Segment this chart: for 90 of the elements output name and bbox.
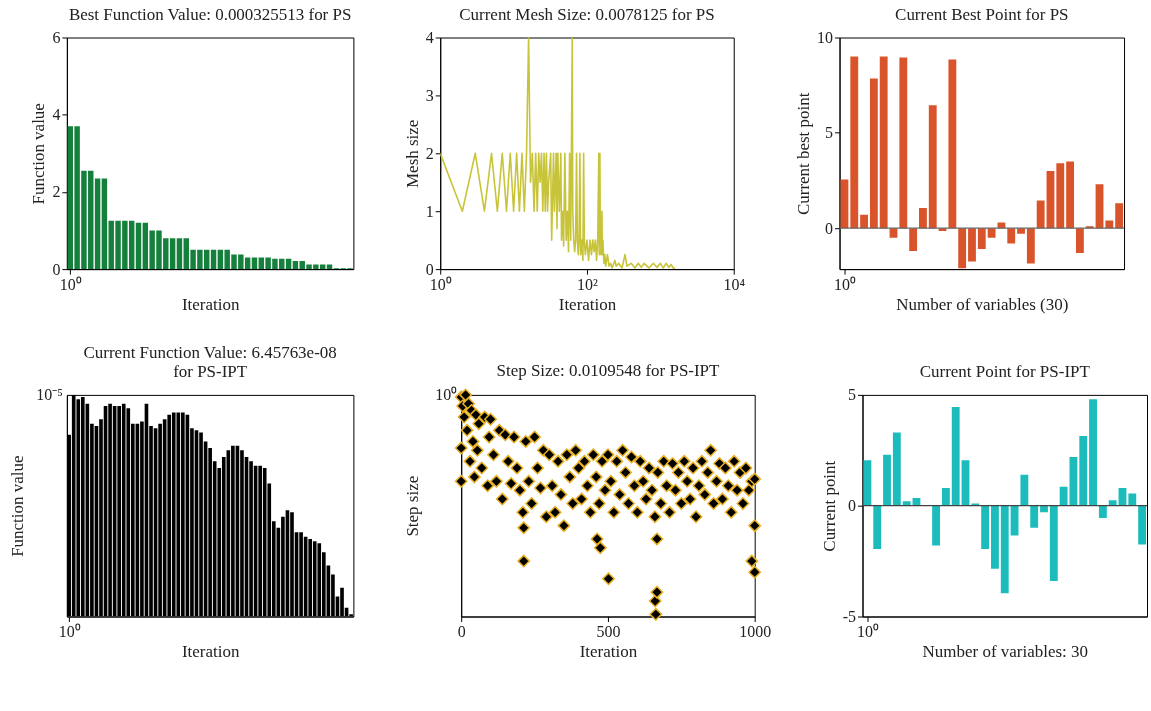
bar <box>1075 228 1084 253</box>
y-tick-label: 0 <box>52 260 61 278</box>
bar <box>860 214 868 229</box>
bar <box>135 222 142 270</box>
bar <box>210 249 217 270</box>
y-tick-label: 4 <box>52 106 61 124</box>
bar <box>928 105 937 229</box>
x-axis-title: Iteration <box>558 294 617 314</box>
chart-title: Best Function Value: 0.000325513 for PS <box>68 4 352 24</box>
chart-title: Current Function Value: 6.45763e-08 for PS-IPT <box>83 342 337 381</box>
bar <box>1007 228 1016 244</box>
x-tick-label: 1000 <box>739 622 772 640</box>
bar <box>1030 505 1039 528</box>
bar <box>981 505 990 549</box>
bar <box>1000 505 1009 594</box>
bar <box>1066 161 1075 229</box>
text: 10⁰ <box>435 385 458 403</box>
bar <box>176 238 183 270</box>
y-tick-label: 6 <box>52 29 61 46</box>
y-axis-title: Current point <box>819 460 839 552</box>
chart-title: Step Size: 0.0109548 for PS-IPT <box>496 361 721 381</box>
x-tick-label: 500 <box>596 622 621 640</box>
bar <box>977 228 986 250</box>
x-tick-label: 10⁰ <box>856 622 879 640</box>
x-axis-title: Iteration <box>181 294 240 314</box>
x-tick-label: 10² <box>577 275 599 293</box>
y-tick-label: 3 <box>425 86 434 104</box>
x-axis-title: Number of variables: 30 <box>922 641 1088 661</box>
y-axis-title: Function value <box>8 455 28 557</box>
y-axis-title: Current best point <box>794 92 814 216</box>
bar <box>1056 163 1065 229</box>
y-tick-label: 0 <box>825 219 834 237</box>
bar <box>326 264 333 270</box>
bar <box>987 228 996 238</box>
x-tick-label: 10⁴ <box>723 275 746 293</box>
y-axis-title: Mesh size <box>402 119 422 188</box>
bar <box>1128 493 1137 506</box>
bar <box>948 59 957 229</box>
bar <box>883 454 891 506</box>
bar <box>1098 505 1107 518</box>
y-tick-label: 10 <box>817 29 834 46</box>
x-axis-title: Iteration <box>579 641 638 661</box>
bar <box>941 487 950 506</box>
x-axis-title: Number of variables (30) <box>896 294 1069 314</box>
x-tick-label: 10⁰ <box>833 275 856 293</box>
y-tick-label: 2 <box>52 183 61 201</box>
bar <box>850 56 859 229</box>
y-tick-label: -5 <box>842 608 857 625</box>
x-axis-title: Iteration <box>181 641 240 661</box>
y-tick-label: 1 <box>425 202 434 220</box>
x-tick-label: 10⁰ <box>59 275 82 293</box>
bar <box>863 460 872 506</box>
y-axis-title: Step size <box>402 475 422 537</box>
bar <box>869 78 878 229</box>
bar <box>1040 505 1048 513</box>
text: 10⁻⁵ <box>36 385 63 403</box>
bar <box>958 228 967 269</box>
bar <box>1049 505 1058 582</box>
bar <box>1020 474 1029 506</box>
x-tick-label: 10⁰ <box>58 622 81 640</box>
y-tick-label: 5 <box>848 386 857 404</box>
bar <box>991 505 999 569</box>
bar <box>968 228 976 262</box>
y-axis-title: Function value <box>29 103 49 205</box>
bar <box>932 505 940 546</box>
chart-title: Current Mesh Size: 0.0078125 for PS <box>459 4 715 24</box>
bar <box>919 208 927 229</box>
bar <box>1026 228 1035 264</box>
bar <box>951 407 960 506</box>
y-tick-label: 5 <box>825 124 834 142</box>
y-tick-label: 0 <box>848 497 857 515</box>
y-tick-label: 4 <box>425 29 434 46</box>
bar <box>873 505 882 549</box>
bar <box>899 57 908 229</box>
bar <box>879 56 888 229</box>
chart-title: Current Best Point for PS <box>895 4 1069 24</box>
bar <box>1138 505 1147 545</box>
chart-title: Current Point for PS-IPT <box>919 361 1091 381</box>
x-tick-label: 0 <box>457 622 466 640</box>
bar <box>1115 203 1124 229</box>
bar <box>1036 200 1045 229</box>
bar <box>1079 435 1088 506</box>
bar <box>1089 399 1097 506</box>
x-tick-label: 10⁰ <box>429 275 452 293</box>
y-tick-label: 2 <box>425 144 434 162</box>
bar <box>94 178 101 270</box>
bar <box>1059 486 1068 506</box>
bar <box>892 432 901 506</box>
y-tick-label: 0 <box>425 260 434 278</box>
bar <box>909 228 918 251</box>
